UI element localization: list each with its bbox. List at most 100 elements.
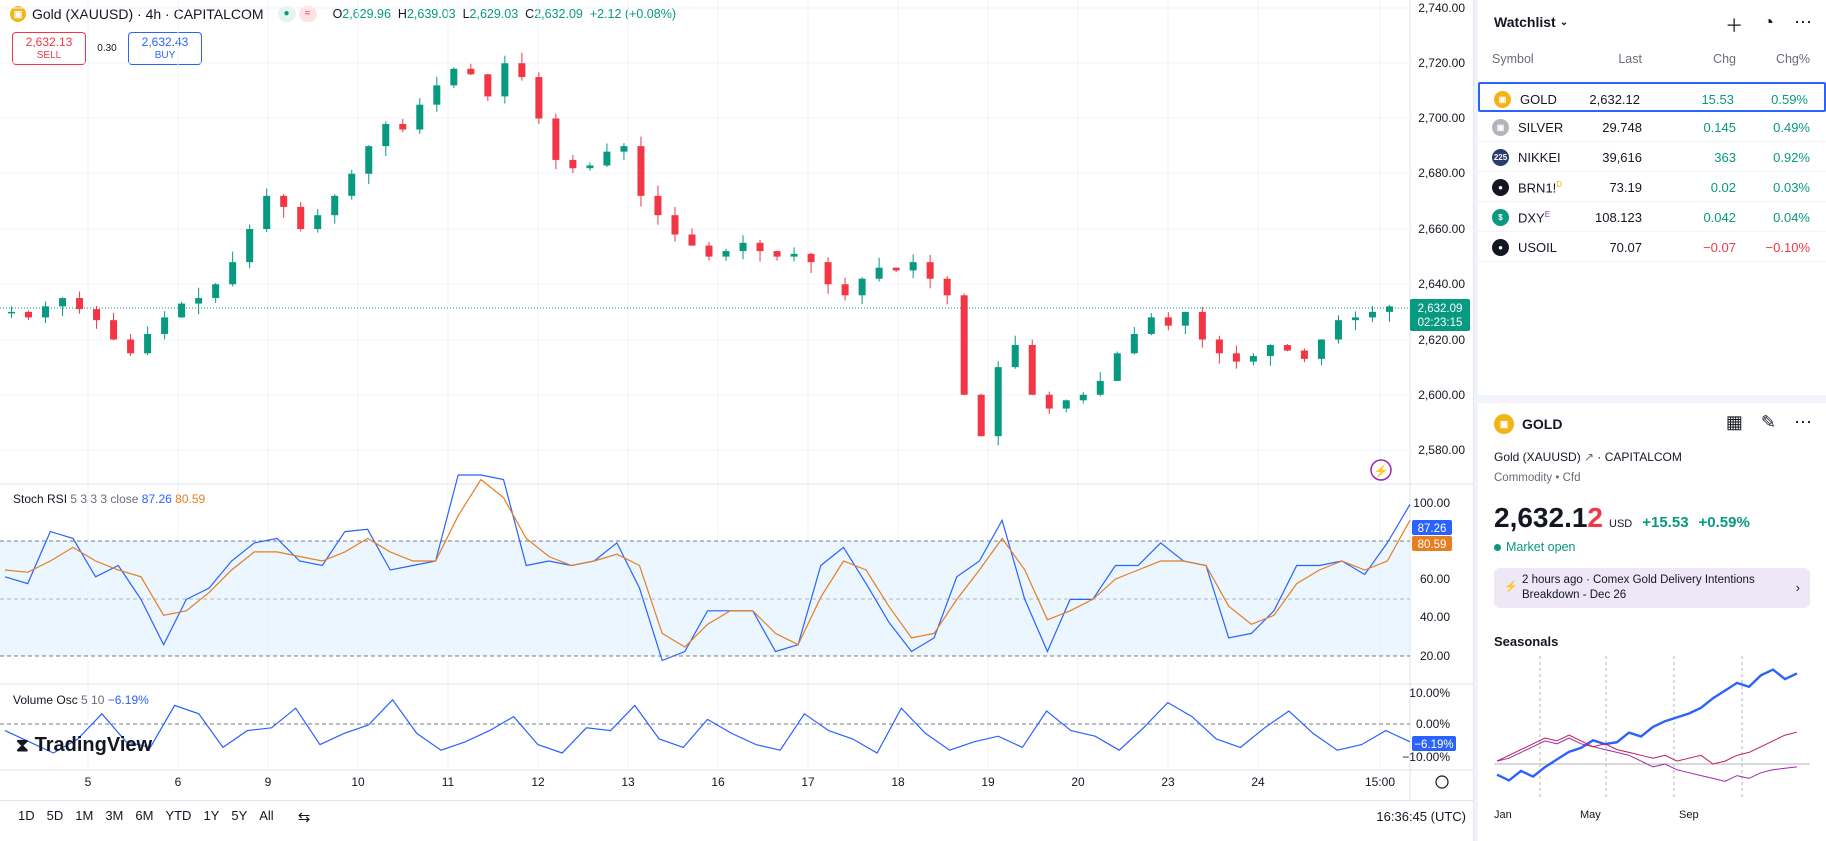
timeframe-6m[interactable]: 6M [135,807,154,823]
timeframe-all[interactable]: All [259,807,274,823]
buy-button[interactable]: 2,632.43 BUY [128,32,202,65]
volosc-axis-label: −10.00% [1402,750,1450,764]
time-axis[interactable]: 5 6 9 10 11 12 13 16 17 18 19 20 23 24 1… [85,775,1396,789]
time-axis-label: 15:00 [1365,775,1395,789]
date-range-icon[interactable]: ⇆ [297,808,311,826]
status-pills[interactable]: ● ≈ [277,6,317,22]
volosc-legend[interactable]: Volume Osc 5 10 −6.19% [13,693,149,707]
watchlist-row-dxy[interactable]: $ DXYE 108.123 0.042 0.04% [1478,202,1826,232]
grid-icon[interactable]: ▦ [1725,412,1743,432]
delay-icon[interactable]: ≈ [298,6,317,22]
utc-clock[interactable]: 16:36:45 (UTC) [1376,809,1466,824]
price-axis-label: 2,660.00 [1418,222,1465,236]
price-axis-label: 2,680.00 [1418,166,1465,180]
col-symbol[interactable]: Symbol [1492,52,1534,66]
time-axis-label: 18 [891,775,905,789]
details-header[interactable]: ▣ GOLD [1494,414,1562,434]
candle-body [535,77,543,119]
chart-panel[interactable]: ▣ Gold (XAUUSD) · 4h · CAPITALCOM ● ≈ O2… [0,0,1474,841]
stoch-axis[interactable]: 100.00 60.00 40.00 20.00 [1413,496,1450,663]
candle-body [314,215,322,229]
timeframe-5y[interactable]: 5Y [231,807,248,823]
candle-body [909,262,917,271]
candle-body [178,303,186,318]
row-symbol: DXYE [1518,210,1551,226]
lightning-icon[interactable]: ⚡ [1374,464,1389,478]
oil-drop-icon: ● [1492,179,1509,196]
timeframe-1d[interactable]: 1D [18,807,35,823]
candle-body [688,234,696,246]
candle-body [1334,320,1342,340]
market-open-icon[interactable]: ● [277,6,296,22]
ohlc-values: O2,629.96 H2,639.03 L2,629.03 C2,632.09 … [332,7,676,21]
row-chgp: 0.59% [1771,92,1808,107]
price-axis[interactable]: 2,740.00 2,720.00 2,700.00 2,680.00 2,66… [1418,1,1465,457]
seasonals-title[interactable]: Seasonals [1494,634,1559,649]
panel-divider[interactable] [1478,395,1826,403]
candle-body [739,242,747,252]
stoch-band [0,541,1410,656]
candle-body [382,124,390,147]
candle-body [1300,350,1308,359]
more-icon[interactable]: ⋯ [1794,412,1812,432]
row-chg: 15.53 [1701,92,1734,107]
stoch-legend[interactable]: Stoch RSI 5 3 3 3 close 87.26 80.59 [13,492,206,506]
candle-body [773,251,781,257]
candle-body [1147,317,1155,334]
symbol-title[interactable]: Gold (XAUUSD) · 4h · CAPITALCOM [32,6,264,22]
add-symbol-icon[interactable]: ＋ [1725,16,1744,36]
watchlist-title[interactable]: Watchlist ⌄ [1494,14,1569,30]
candle-body [144,333,152,354]
row-chg: 363 [1714,150,1736,165]
candle-body [1062,400,1070,409]
current-price-tag-text: 2,632.09 [1418,303,1463,315]
tradingview-logo[interactable]: ⧗ TradingView [16,734,153,756]
settings-gear-icon[interactable] [1435,775,1449,789]
row-chg: −0.07 [1703,240,1736,255]
chart-pie-icon[interactable]: ◔ [1763,12,1774,32]
row-symbol: USOIL [1518,240,1558,255]
edit-icon[interactable]: ✎ [1760,412,1776,432]
external-link-icon[interactable]: ↗ [1584,450,1595,464]
time-axis-label: 23 [1161,775,1175,789]
watchlist-row-gold[interactable]: ▣ GOLD 2,632.12 15.53 0.59% [1478,82,1826,112]
volosc-axis-label: 10.00% [1409,686,1450,700]
candle-body [297,206,305,229]
row-symbol: NIKKEI [1518,150,1561,165]
candle-body [960,295,968,395]
market-status[interactable]: Market open [1494,540,1575,554]
watchlist-row-usoil[interactable]: ● USOIL 70.07 −0.07 −0.10% [1478,232,1826,262]
timeframe-1y[interactable]: 1Y [203,807,220,823]
candle-body [1096,380,1104,395]
candle-body [1011,345,1019,368]
oil-drop-icon: ● [1492,239,1509,256]
price-axis-label: 2,620.00 [1418,333,1465,347]
watchlist-row-nikkei[interactable]: 225 NIKKEI 39,616 363 0.92% [1478,142,1826,172]
time-axis-label: 5 [85,775,92,789]
more-icon[interactable]: ⋯ [1794,12,1812,32]
timeframe-5d[interactable]: 5D [46,807,64,823]
price-axis-label: 2,740.00 [1418,1,1465,15]
news-item[interactable]: ⚡ 2 hours ago · Comex Gold Delivery Inte… [1494,568,1810,608]
volosc-axis[interactable]: 10.00% 0.00% −10.00% [1402,686,1450,764]
timeframe-ytd[interactable]: YTD [165,807,192,823]
details-price: 2,632.12 USD +15.53 +0.59% [1494,502,1750,533]
seasonals-chart[interactable]: Jan May Sep [1494,650,1810,841]
sell-button[interactable]: 2,632.13 SELL [12,32,86,65]
candle-body [1283,345,1291,351]
watchlist-row-brn1[interactable]: ● BRN1!D 73.19 0.02 0.03% [1478,172,1826,202]
dollar-icon: $ [1492,209,1509,226]
col-last[interactable]: Last [1618,52,1642,66]
chart-canvas[interactable]: 2,740.00 2,720.00 2,700.00 2,680.00 2,66… [0,0,1474,800]
col-chg[interactable]: Chg [1713,52,1736,66]
candle-body [943,278,951,296]
watchlist-row-silver[interactable]: ▣ SILVER 29.748 0.145 0.49% [1478,112,1826,142]
alert-icon[interactable] [1370,459,1392,481]
candlestick-series [8,52,1393,446]
col-chgp[interactable]: Chg% [1775,52,1810,66]
timeframe-3m[interactable]: 3M [105,807,124,823]
seasonal-month-label: May [1580,809,1601,821]
price-axis-label: 2,700.00 [1418,111,1465,125]
candle-body [841,284,849,296]
timeframe-1m[interactable]: 1M [75,807,94,823]
